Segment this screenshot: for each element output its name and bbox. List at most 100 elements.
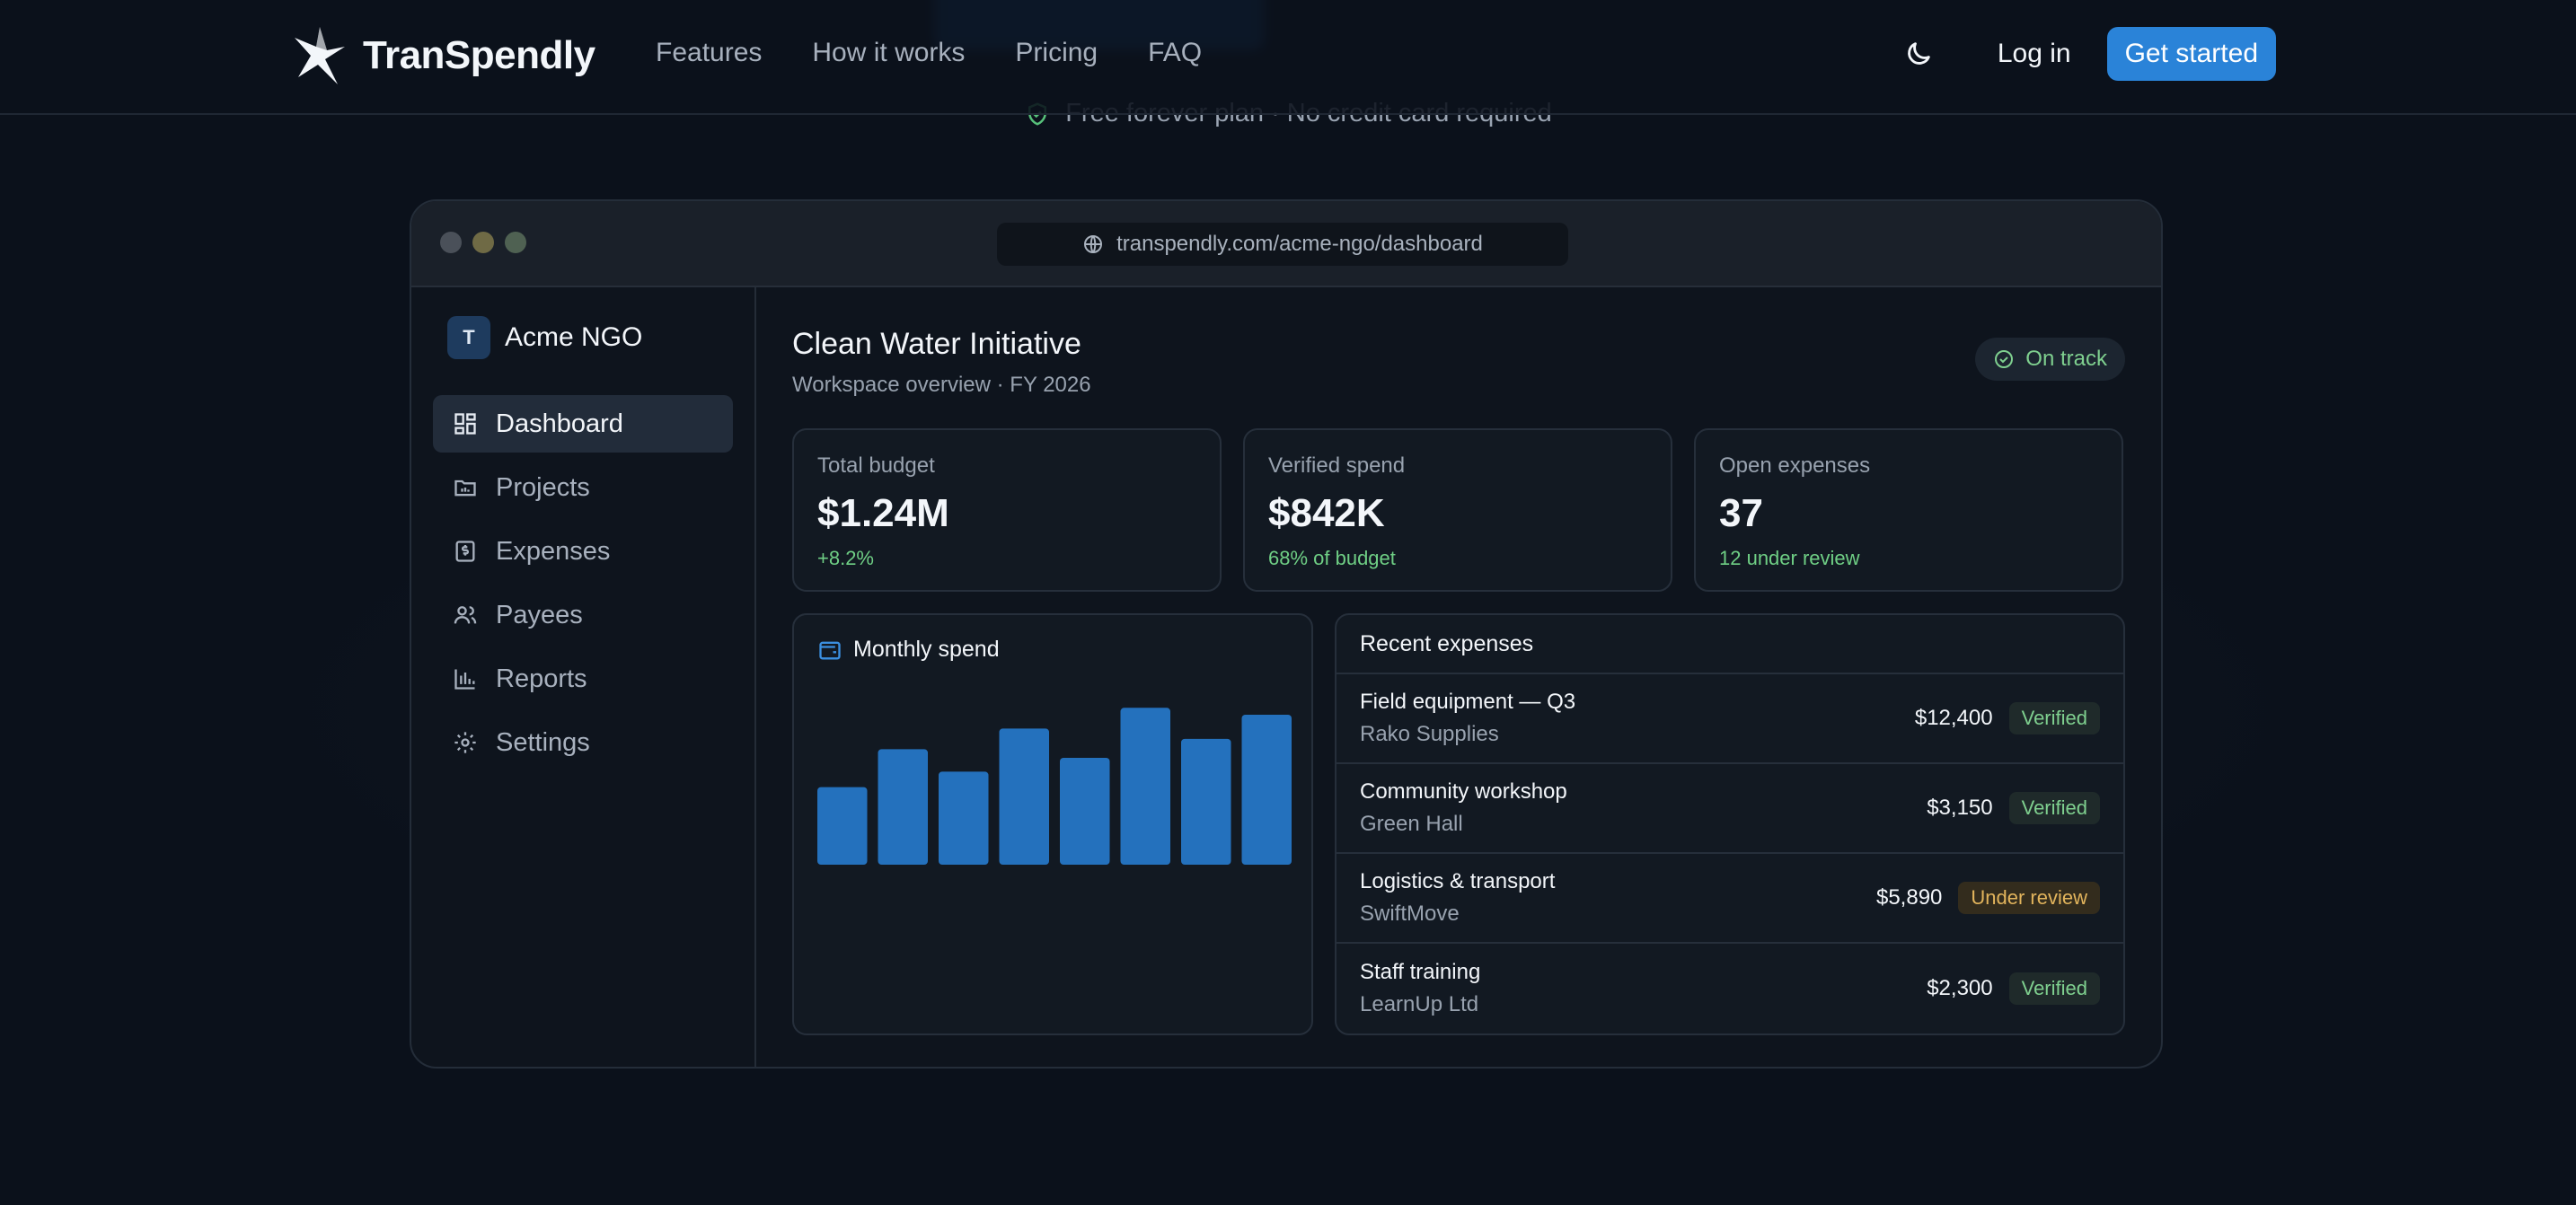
- spend-bar: [1060, 757, 1110, 865]
- sidebar-item-settings[interactable]: Settings: [433, 714, 733, 771]
- sidebar: T Acme NGO Dashboard Projects Expenses P…: [411, 287, 756, 1067]
- status-badge: Verified: [2008, 702, 2100, 734]
- expense-payee: Green Hall: [1360, 812, 1463, 836]
- sidebar-item-dashboard[interactable]: Dashboard: [433, 395, 733, 453]
- expense-amount: $2,300: [1927, 976, 1993, 1000]
- monthly-spend-header: Monthly spend: [817, 637, 1288, 663]
- org-avatar: T: [447, 316, 490, 359]
- get-started-button[interactable]: Get started: [2106, 27, 2276, 81]
- nav-link-how-it-works[interactable]: How it works: [812, 38, 966, 67]
- expense-amount: $12,400: [1914, 706, 1993, 730]
- address-url: transpendly.com/acme-ngo/dashboard: [1116, 232, 1483, 256]
- recent-expenses-card: Recent expenses Field equipment — Q3 Rak…: [1335, 613, 2125, 1035]
- stat-note: 12 under review: [1719, 547, 1860, 569]
- stats-row: Total budget $1.24M +8.2% Verified spend…: [792, 428, 2125, 592]
- nav-links: Features How it works Pricing FAQ: [656, 38, 1202, 68]
- monthly-spend-card: Monthly spend: [792, 613, 1313, 1035]
- wallet-icon: [819, 641, 841, 659]
- expense-title: Community workshop: [1360, 779, 1567, 804]
- expense-info: Staff training LearnUp Ltd: [1360, 960, 1927, 1017]
- window-dot-minimize: [472, 232, 494, 253]
- stat-label: Verified spend: [1268, 453, 1406, 478]
- sidebar-item-reports[interactable]: Reports: [433, 650, 733, 708]
- status-badge: Verified: [2008, 972, 2100, 1005]
- spend-bar: [939, 771, 989, 865]
- receipt-icon: [455, 541, 475, 562]
- table-row[interactable]: Community workshop Green Hall $3,150 Ver…: [1337, 764, 2123, 854]
- nav-actions: Log in Get started: [1897, 27, 2276, 81]
- gear-icon: [454, 732, 476, 753]
- spend-bar: [1120, 708, 1170, 865]
- sidebar-item-label: Expenses: [496, 536, 611, 566]
- stat-value: $842K: [1268, 491, 1385, 535]
- brand-name: TranSpendly: [363, 33, 595, 77]
- status-text: On track: [2025, 347, 2107, 371]
- sidebar-item-payees[interactable]: Payees: [433, 586, 733, 644]
- expense-info: Field equipment — Q3 Rako Supplies: [1360, 690, 1915, 747]
- sidebar-item-label: Dashboard: [496, 409, 623, 438]
- stat-card-total-budget[interactable]: Total budget $1.24M +8.2%: [792, 428, 1222, 592]
- stat-card-verified-spend[interactable]: Verified spend $842K 68% of budget: [1243, 428, 1672, 592]
- recent-expenses-title: Recent expenses: [1337, 615, 2123, 674]
- logo-icon: [295, 27, 345, 84]
- sidebar-item-label: Payees: [496, 600, 583, 629]
- spend-bar: [817, 787, 868, 865]
- browser-chrome: transpendly.com/acme-ngo/dashboard: [411, 201, 2161, 287]
- table-row[interactable]: Logistics & transport SwiftMove $5,890 U…: [1337, 854, 2123, 944]
- window-dot-close: [440, 232, 462, 253]
- lower-panels: Monthly spend Recent expenses Field equi…: [792, 613, 2125, 1035]
- dashboard-icon: [454, 413, 476, 435]
- expense-title: Logistics & transport: [1360, 869, 1556, 893]
- stat-card-open-expenses[interactable]: Open expenses 37 12 under review: [1694, 428, 2123, 592]
- expense-amount: $3,150: [1927, 796, 1993, 820]
- table-row[interactable]: Staff training LearnUp Ltd $2,300 Verifi…: [1337, 944, 2123, 1033]
- spend-bar: [1181, 738, 1231, 865]
- expense-payee: LearnUp Ltd: [1360, 992, 1479, 1016]
- globe-icon: [1084, 235, 1103, 253]
- expense-info: Community workshop Green Hall: [1360, 779, 1927, 837]
- org-switcher[interactable]: T Acme NGO: [433, 316, 733, 359]
- window-controls: [440, 232, 526, 253]
- expense-amount: $5,890: [1875, 885, 1943, 910]
- stat-label: Open expenses: [1719, 453, 1871, 478]
- nav-link-features[interactable]: Features: [656, 38, 763, 67]
- sidebar-item-label: Settings: [496, 727, 590, 757]
- theme-toggle-button[interactable]: [1897, 32, 1940, 75]
- brand-logo[interactable]: TranSpendly: [293, 23, 595, 88]
- spend-bar: [1241, 714, 1292, 865]
- sidebar-item-expenses[interactable]: Expenses: [433, 523, 733, 580]
- sidebar-item-label: Projects: [496, 472, 590, 502]
- expense-payee: SwiftMove: [1360, 902, 1460, 926]
- check-circle-icon: [1995, 350, 2014, 368]
- expense-title: Field equipment — Q3: [1360, 690, 1576, 714]
- login-link[interactable]: Log in: [1997, 39, 2071, 68]
- page-subtitle: Workspace overview · FY 2026: [792, 373, 1091, 397]
- status-badge: Under review: [1958, 882, 2100, 914]
- stat-value: $1.24M: [817, 491, 949, 535]
- stat-note: 68% of budget: [1268, 547, 1396, 569]
- expense-payee: Rako Supplies: [1360, 722, 1499, 746]
- address-bar: transpendly.com/acme-ngo/dashboard: [997, 223, 1568, 266]
- nav-link-faq[interactable]: FAQ: [1148, 38, 1203, 67]
- spend-bar: [878, 749, 928, 865]
- nav-link-pricing[interactable]: Pricing: [1015, 38, 1098, 67]
- spend-bar: [999, 728, 1049, 865]
- moon-icon: [1908, 42, 1930, 65]
- users-icon: [454, 606, 477, 624]
- table-row[interactable]: Field equipment — Q3 Rako Supplies $12,4…: [1337, 674, 2123, 764]
- expense-info: Logistics & transport SwiftMove: [1360, 869, 1876, 927]
- status-badge: Verified: [2008, 792, 2100, 824]
- stat-value: 37: [1719, 491, 1763, 535]
- main-content: Clean Water Initiative Workspace overvie…: [756, 287, 2161, 1067]
- folder-icon: [454, 479, 476, 497]
- org-name: Acme NGO: [505, 322, 643, 352]
- dashboard-preview-window: transpendly.com/acme-ngo/dashboard T Acm…: [410, 199, 2163, 1069]
- sidebar-item-label: Reports: [496, 664, 587, 693]
- stat-label: Total budget: [817, 453, 935, 478]
- bar-chart-icon: [454, 669, 475, 690]
- sidebar-item-projects[interactable]: Projects: [433, 459, 733, 516]
- stat-note: +8.2%: [817, 547, 874, 569]
- monthly-spend-chart: [817, 708, 1292, 865]
- dashboard-app: T Acme NGO Dashboard Projects Expenses P…: [411, 287, 2161, 1067]
- page-title: Clean Water Initiative: [792, 327, 1081, 361]
